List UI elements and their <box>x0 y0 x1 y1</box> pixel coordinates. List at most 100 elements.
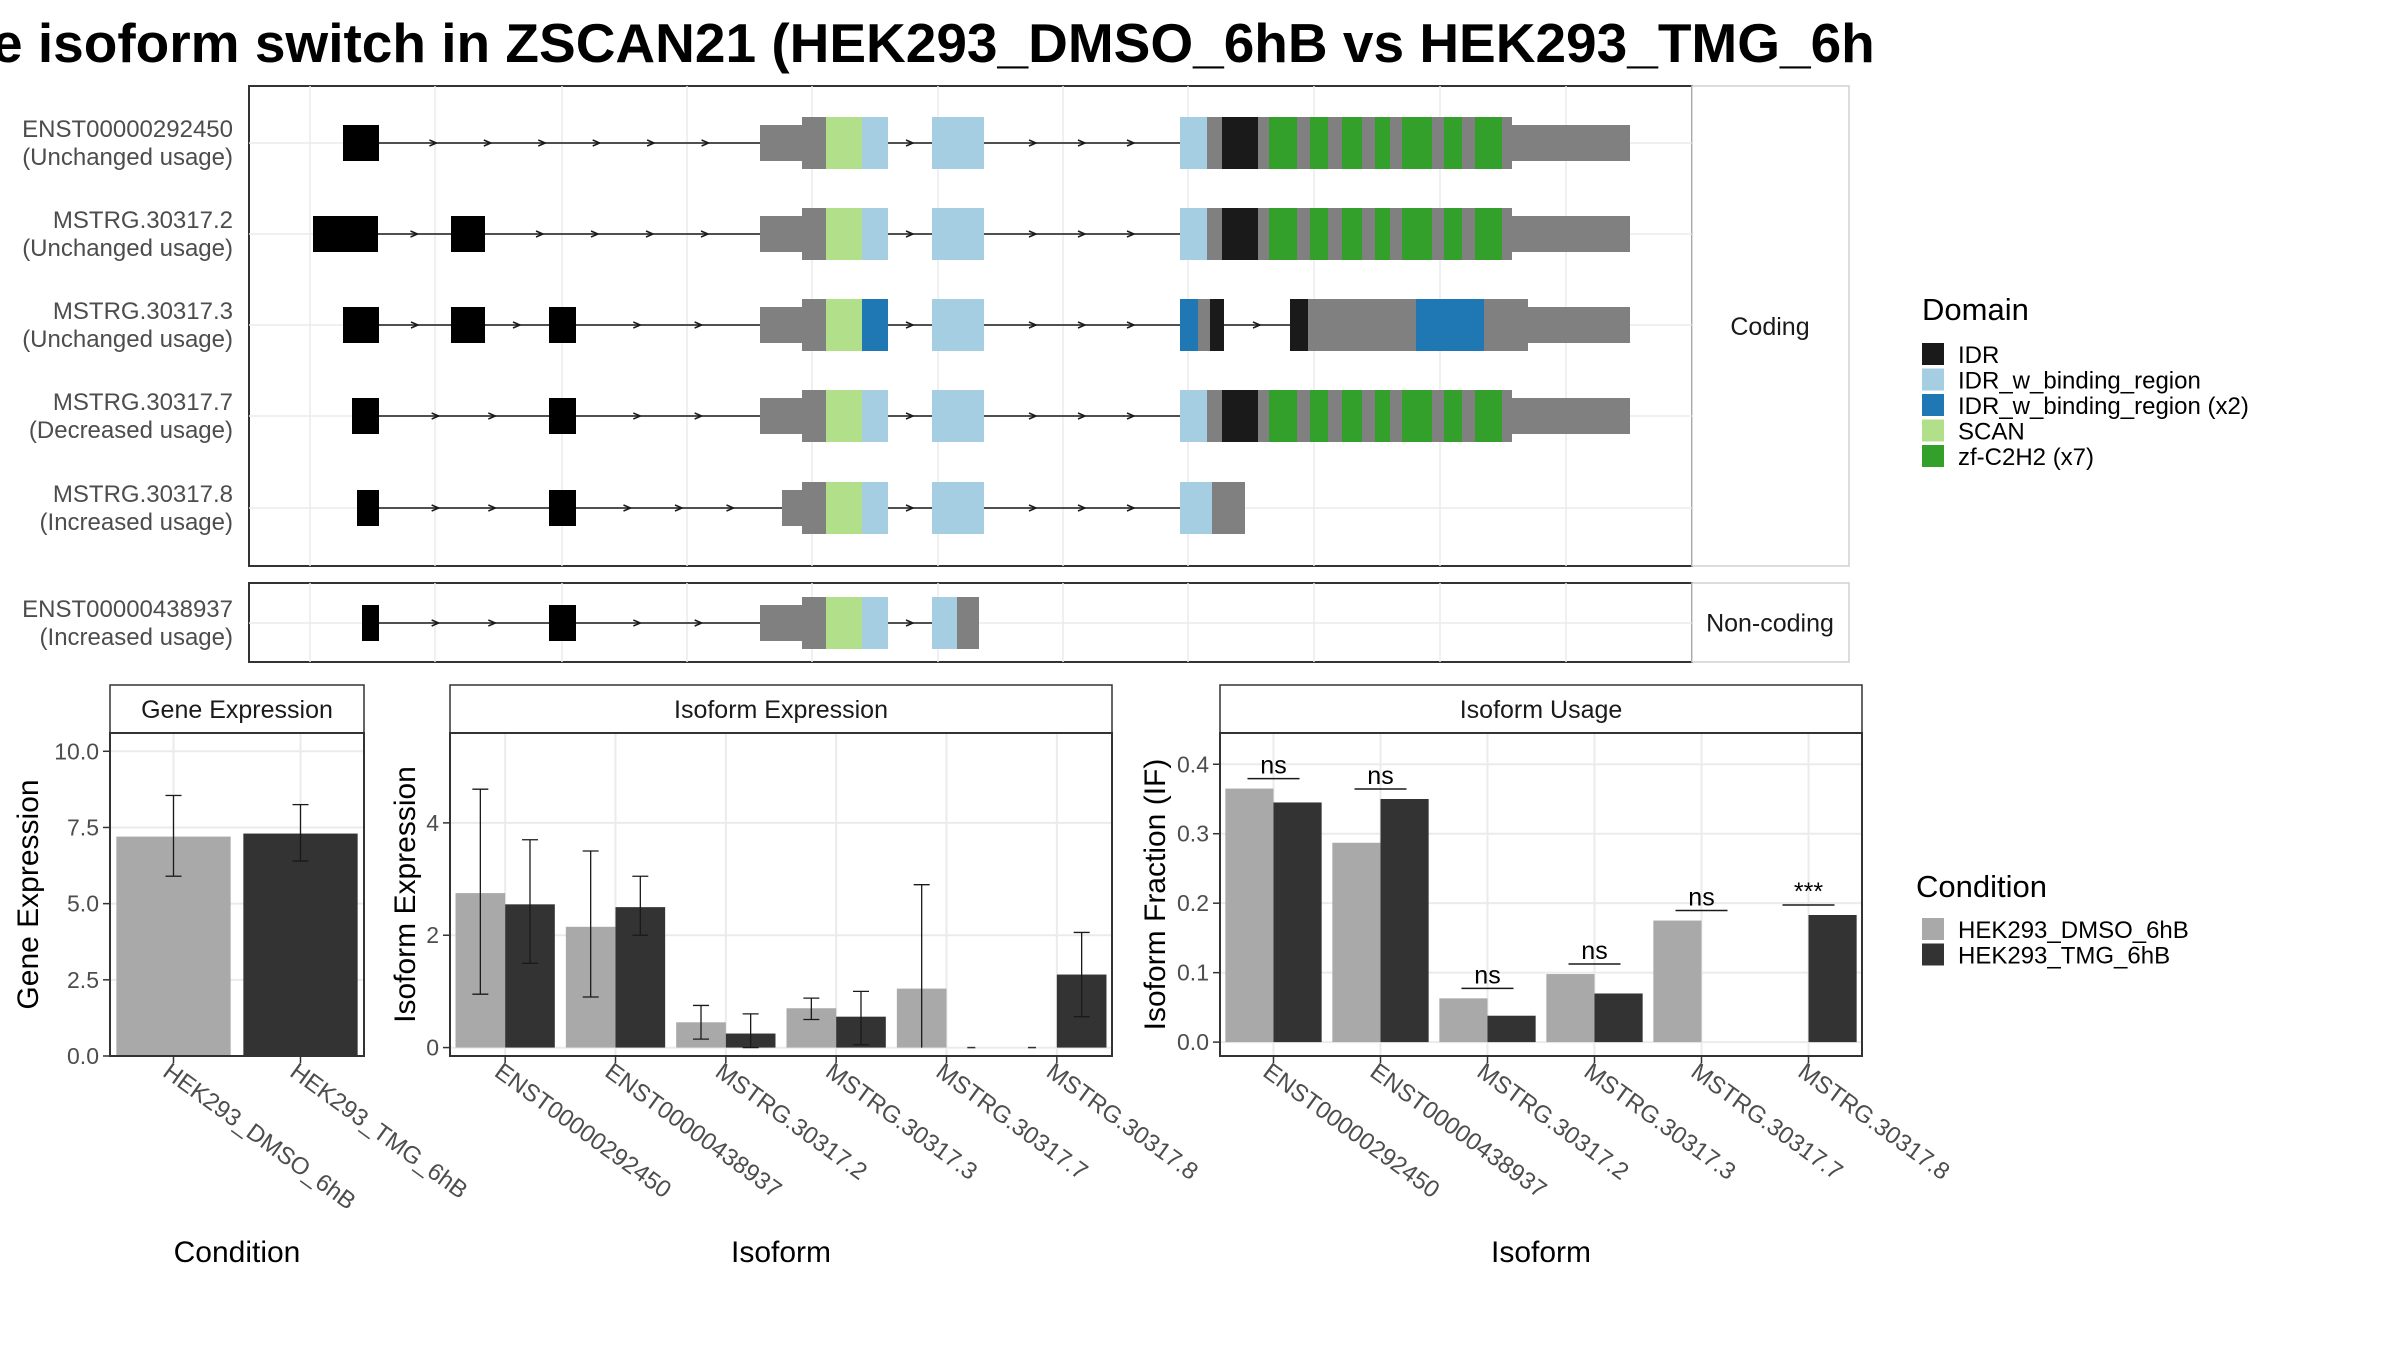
intron-arrow <box>537 139 548 147</box>
scan-domain <box>826 208 862 260</box>
domain-legend-title: Domain <box>1922 292 2029 327</box>
exon <box>549 398 576 434</box>
intron-arrow <box>1077 412 1087 420</box>
intron-arrow <box>1028 230 1038 238</box>
idr-binding-domain <box>862 390 888 442</box>
zf-c2h2-domain <box>1402 208 1432 260</box>
idr-binding-x2-domain <box>862 299 888 351</box>
bar <box>1487 1015 1536 1043</box>
y-tick-label: 2.5 <box>67 967 99 993</box>
intron-arrow <box>905 412 915 420</box>
facet-strip <box>1691 582 1850 663</box>
intron-arrow <box>701 139 711 147</box>
chart-1: Isoform Expression024ENST00000292450ENST… <box>389 684 1203 1269</box>
intron-arrow <box>1028 504 1038 512</box>
legend-key <box>1922 343 1944 365</box>
intron-arrow <box>512 321 522 329</box>
legend-label: IDR <box>1958 342 1999 369</box>
intron-arrow <box>905 230 915 238</box>
chart-strip <box>449 684 1113 734</box>
zf-c2h2-domain <box>1342 117 1362 169</box>
plot-frame <box>449 732 1113 1057</box>
intron-arrow <box>410 230 420 238</box>
plot-background <box>1220 733 1862 1056</box>
idr-binding-domain <box>862 597 888 649</box>
zf-c2h2-domain <box>1269 208 1297 260</box>
idr-binding-domain <box>1180 482 1212 534</box>
idr-binding-x2-domain <box>1416 299 1484 351</box>
intron-arrow <box>1126 230 1136 238</box>
zf-c2h2-domain <box>1475 117 1502 169</box>
utr-exon <box>1512 125 1630 161</box>
x-axis-title: Condition <box>174 1236 301 1269</box>
intron-arrow <box>674 504 684 512</box>
bar <box>1380 798 1429 1043</box>
exon <box>549 605 576 641</box>
y-tick-label: 0.2 <box>1177 890 1209 916</box>
legend-key <box>1922 394 1944 416</box>
intron-arrow <box>592 139 602 147</box>
x-tick-label: ENST00000292450 <box>490 1058 676 1204</box>
significance-label: ns <box>1688 884 1714 912</box>
intron-arrow <box>694 321 704 329</box>
x-tick-label: ENST00000292450 <box>1258 1058 1444 1204</box>
zf-c2h2-domain <box>1402 117 1432 169</box>
legend-key <box>1922 918 1944 940</box>
scan-domain <box>826 390 862 442</box>
utr-exon <box>760 216 802 252</box>
legend-label: IDR_w_binding_region (x2) <box>1958 393 2249 420</box>
zf-c2h2-domain <box>1375 117 1390 169</box>
utr-exon <box>760 125 802 161</box>
idr-binding-domain <box>932 208 984 260</box>
bar <box>1273 802 1322 1043</box>
scan-domain <box>826 482 862 534</box>
intron-arrow <box>633 321 643 329</box>
chart-strip-title: Gene Expression <box>141 696 333 724</box>
intron-arrow <box>1028 139 1038 147</box>
exon <box>352 398 379 434</box>
intron-arrow <box>905 619 915 627</box>
utr-exon <box>760 307 802 343</box>
intron-arrow <box>694 619 704 627</box>
legend-key <box>1922 368 1944 391</box>
zf-c2h2-domain <box>1402 390 1432 442</box>
zf-c2h2-domain <box>1310 390 1328 442</box>
idr-binding-domain <box>1180 117 1207 169</box>
exon <box>362 605 379 641</box>
intron-arrow <box>431 619 441 627</box>
significance-label: ns <box>1260 752 1286 780</box>
plot-frame <box>1219 732 1863 1057</box>
idr-binding-x2-domain <box>1180 299 1198 351</box>
zf-c2h2-domain <box>1444 390 1462 442</box>
isoform-name-label: ENST00000292450 <box>22 116 233 143</box>
idr-domain <box>1290 299 1308 351</box>
x-tick-label: ENST00000438937 <box>1365 1058 1551 1204</box>
intron-arrow <box>488 619 498 627</box>
y-tick-label: 10.0 <box>54 738 99 764</box>
intron-arrow <box>633 619 643 627</box>
y-tick-label: 7.5 <box>67 814 99 840</box>
idr-binding-domain <box>1180 208 1207 260</box>
idr-binding-domain <box>862 482 888 534</box>
intron-arrow <box>1077 321 1087 329</box>
intron-arrow <box>488 412 498 420</box>
bar <box>1594 993 1643 1043</box>
y-tick-label: 0.0 <box>67 1043 99 1069</box>
utr-exon <box>760 398 802 434</box>
facet-label: Coding <box>1730 313 1809 341</box>
y-axis-title: Gene Expression <box>12 779 45 1009</box>
exon <box>549 307 576 343</box>
legend-key <box>1922 943 1944 966</box>
isoform-usage-label: (Unchanged usage) <box>22 326 233 353</box>
significance-label: ns <box>1474 961 1500 989</box>
intron-arrow <box>1077 504 1087 512</box>
utr-exon <box>760 605 802 641</box>
idr-domain <box>1222 117 1258 169</box>
facet-strip <box>1691 85 1850 567</box>
intron-arrow <box>431 412 441 420</box>
intron-arrow <box>1028 321 1038 329</box>
x-tick-label: ENST00000438937 <box>600 1058 786 1204</box>
scan-domain <box>826 117 862 169</box>
chart-strip-title: Isoform Usage <box>1460 696 1623 724</box>
